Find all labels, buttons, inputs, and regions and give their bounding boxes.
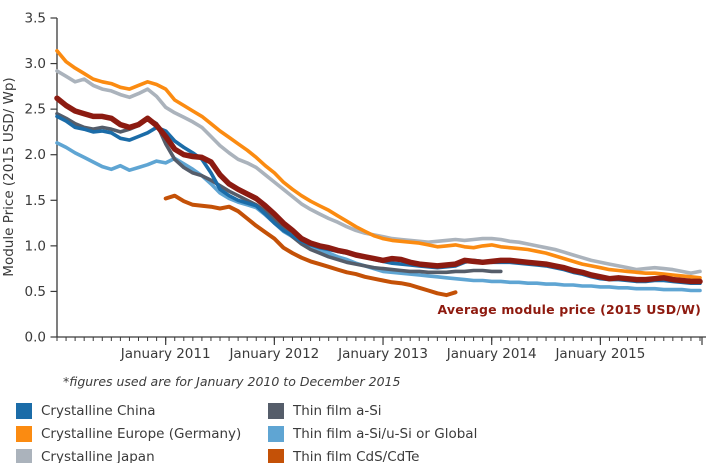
- legend-item-thin-film-a-si: Thin film a-Si: [268, 400, 477, 421]
- svg-text:January 2013: January 2013: [337, 346, 428, 362]
- series-thin-film-cds-cdte: [163, 193, 458, 298]
- average-price-annotation: Average module price (2015 USD/W): [437, 302, 701, 317]
- legend-item-crystalline-china: Crystalline China: [16, 400, 268, 421]
- legend-swatch-crystalline-japan: [16, 448, 32, 463]
- legend-swatch-thin-film-u-si: [268, 425, 284, 442]
- legend-label-thin-film-a-si: Thin film a-Si: [293, 402, 382, 419]
- chart-footnote: *figures used are for January 2010 to De…: [63, 374, 401, 389]
- legend-column-crystalline: Crystalline China Crystalline Europe (Ge…: [16, 400, 268, 463]
- svg-text:0.0: 0.0: [25, 330, 46, 346]
- legend-item-crystalline-europe: Crystalline Europe (Germany): [16, 423, 268, 444]
- legend-swatch-thin-film-cds-cdte: [268, 448, 284, 463]
- svg-text:January 2012: January 2012: [228, 346, 319, 362]
- price-line-chart: 0.0 0.5 1.0 1.5 2.0 2.5 3.0 3.5 January 2011 Janu…: [1, 11, 706, 362]
- svg-text:January 2011: January 2011: [120, 346, 211, 362]
- series-average-module-price: [54, 95, 703, 285]
- legend-label-crystalline-japan: Crystalline Japan: [41, 448, 155, 463]
- series-thin-film-a-si-u-si: [55, 141, 702, 293]
- legend-label-thin-film-u-si: Thin film a-Si/u-Si or Global: [293, 425, 478, 442]
- legend-label-crystalline-china: Crystalline China: [41, 402, 156, 419]
- legend-column-thin-film: Thin film a-Si Thin film a-Si/u-Si or Gl…: [268, 400, 477, 463]
- legend-item-thin-film-cds-cdte: Thin film CdS/CdTe: [268, 446, 477, 463]
- series-crystalline-europe: [55, 48, 702, 280]
- svg-text:3.0: 3.0: [25, 56, 46, 72]
- svg-text:3.5: 3.5: [25, 11, 46, 27]
- svg-text:2.0: 2.0: [25, 147, 46, 163]
- y-axis-title: Module Price (2015 USD/ Wp): [1, 77, 17, 276]
- svg-text:January 2015: January 2015: [554, 346, 645, 362]
- chart-legend: Crystalline China Crystalline Europe (Ge…: [16, 400, 477, 463]
- legend-item-thin-film-u-si: Thin film a-Si/u-Si or Global: [268, 423, 477, 444]
- svg-text:January 2014: January 2014: [446, 346, 537, 362]
- legend-swatch-crystalline-europe: [16, 425, 32, 442]
- legend-swatch-thin-film-a-si: [268, 402, 284, 419]
- legend-item-crystalline-japan: Crystalline Japan: [16, 446, 268, 463]
- legend-swatch-crystalline-china: [16, 402, 32, 419]
- svg-text:0.5: 0.5: [25, 284, 46, 300]
- svg-text:1.0: 1.0: [25, 238, 46, 254]
- legend-label-thin-film-cds-cdte: Thin film CdS/CdTe: [293, 448, 420, 463]
- legend-label-crystalline-europe: Crystalline Europe (Germany): [41, 425, 242, 442]
- series-crystalline-japan: [55, 69, 702, 276]
- svg-text:2.5: 2.5: [25, 102, 46, 118]
- svg-text:1.5: 1.5: [25, 193, 46, 209]
